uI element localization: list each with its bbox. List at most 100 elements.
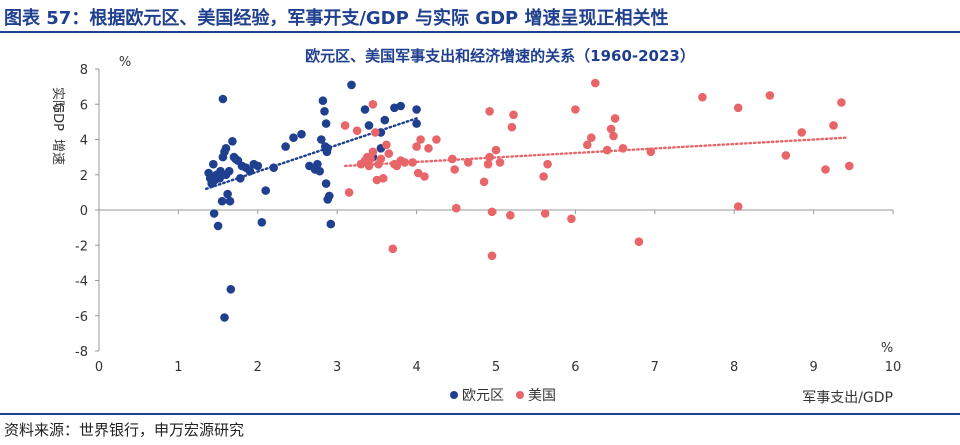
data-point-eurozone xyxy=(412,105,421,114)
y-axis-label-2: GDP xyxy=(50,103,65,131)
data-point-usa xyxy=(634,237,644,246)
source-note: 资料来源：世界银行，申万宏源研究 xyxy=(4,421,245,439)
data-point-usa xyxy=(483,159,493,169)
data-point-usa xyxy=(765,91,775,100)
data-point-eurozone xyxy=(360,105,370,114)
data-point-eurozone xyxy=(320,107,329,116)
y-tick-label: 6 xyxy=(80,98,88,113)
data-point-usa xyxy=(587,133,596,142)
y-unit-label: % xyxy=(119,55,131,70)
data-point-usa xyxy=(448,154,457,164)
data-point-eurozone xyxy=(236,174,245,183)
data-point-eurozone xyxy=(364,121,374,130)
data-point-usa xyxy=(829,121,838,130)
data-point-usa xyxy=(698,92,707,102)
data-point-usa xyxy=(602,145,612,155)
y-tick-label: 4 xyxy=(80,134,88,149)
x-tick-label: 10 xyxy=(885,360,902,375)
data-point-eurozone xyxy=(317,135,326,144)
data-point-eurozone xyxy=(396,101,406,111)
data-point-usa xyxy=(610,114,620,123)
data-point-eurozone xyxy=(257,218,267,227)
data-point-usa xyxy=(364,161,374,171)
data-point-usa xyxy=(845,161,854,171)
data-point-eurozone xyxy=(412,119,421,128)
y-tick-label: -8 xyxy=(75,345,88,360)
data-point-usa xyxy=(733,103,743,113)
data-point-eurozone xyxy=(321,119,331,128)
data-point-eurozone xyxy=(223,189,232,199)
data-point-usa xyxy=(379,174,388,183)
data-point-usa xyxy=(432,135,441,144)
legend-label-usa: 美国 xyxy=(528,388,556,404)
data-point-eurozone xyxy=(225,196,235,206)
data-point-eurozone xyxy=(213,221,223,231)
data-point-usa xyxy=(463,158,473,167)
data-point-eurozone xyxy=(221,144,231,153)
x-unit-label: % xyxy=(881,341,893,356)
data-point-usa xyxy=(420,172,429,181)
data-point-eurozone xyxy=(224,166,234,176)
data-point-eurozone xyxy=(318,96,328,105)
data-point-eurozone xyxy=(209,209,219,218)
data-point-usa xyxy=(340,121,350,130)
data-point-usa xyxy=(646,147,656,157)
data-point-usa xyxy=(371,128,380,137)
data-point-usa xyxy=(352,126,362,135)
data-point-eurozone xyxy=(228,137,237,146)
data-point-usa xyxy=(416,135,425,144)
data-point-eurozone xyxy=(326,219,336,229)
data-point-eurozone xyxy=(380,115,390,125)
axes: 8 6 4 2 0 -2 -4 -6 -8 0 1 2 3 4 5 6 7 8 9 10 xyxy=(75,63,901,375)
data-point-eurozone xyxy=(323,144,333,153)
data-point-usa xyxy=(837,98,846,107)
trendline-usa xyxy=(343,136,847,168)
data-point-usa xyxy=(368,100,378,109)
x-tick-label: 3 xyxy=(333,360,341,375)
y-tick-label: -4 xyxy=(75,275,88,290)
data-point-eurozone xyxy=(217,196,227,206)
data-point-usa xyxy=(606,124,616,134)
y-axis-label-1: 实际 xyxy=(50,87,65,113)
trendlines xyxy=(204,117,847,191)
data-point-usa xyxy=(540,209,550,218)
data-point-usa xyxy=(733,202,743,211)
data-point-usa xyxy=(495,158,505,167)
data-point-eurozone xyxy=(289,133,298,142)
data-point-usa xyxy=(543,159,552,169)
y-tick-label: 8 xyxy=(80,63,88,78)
data-point-usa xyxy=(376,154,386,164)
data-point-usa xyxy=(400,158,410,167)
data-point-eurozone xyxy=(253,161,263,171)
x-tick-label: 5 xyxy=(492,360,500,375)
data-point-eurozone xyxy=(321,179,331,188)
y-tick-label: 2 xyxy=(80,169,88,184)
data-point-usa xyxy=(609,131,618,141)
data-point-usa xyxy=(485,152,494,162)
y-axis-label-3: 增速 xyxy=(50,139,65,165)
data-point-usa xyxy=(408,158,417,167)
data-point-eurozone xyxy=(347,80,356,90)
x-tick-label: 0 xyxy=(95,360,103,375)
data-point-usa xyxy=(567,214,576,224)
data-point-usa xyxy=(424,144,433,153)
data-point-usa xyxy=(485,107,494,116)
y-tick-label: -2 xyxy=(75,239,88,254)
data-point-eurozone xyxy=(315,166,325,176)
data-point-usa xyxy=(452,203,461,213)
data-point-usa xyxy=(366,154,375,164)
data-point-usa xyxy=(412,142,421,151)
x-tick-label: 9 xyxy=(809,360,817,375)
data-point-eurozone xyxy=(218,94,228,104)
data-point-usa xyxy=(797,128,806,137)
data-point-usa xyxy=(487,251,497,261)
data-point-usa xyxy=(507,122,517,132)
legend-marker-eurozone xyxy=(450,391,458,399)
data-point-usa xyxy=(413,168,423,178)
data-point-usa xyxy=(450,165,460,174)
data-point-eurozone xyxy=(313,159,322,169)
footer-rule xyxy=(0,413,960,415)
x-tick-label: 7 xyxy=(651,360,659,375)
data-point-usa xyxy=(821,165,830,174)
data-point-eurozone xyxy=(325,191,334,201)
